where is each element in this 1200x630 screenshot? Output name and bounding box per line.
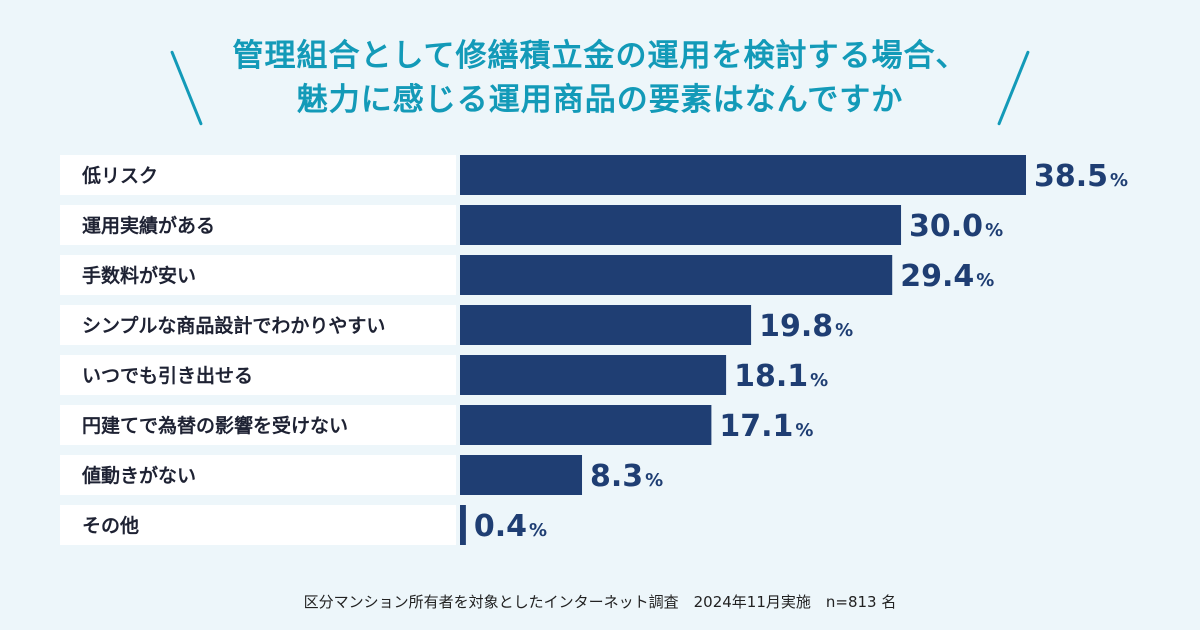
category-label-bg (60, 155, 456, 195)
category-label: いつでも引き出せる (82, 364, 253, 387)
chart-title-line-2: 魅力に感じる運用商品の要素はなんですか (296, 82, 904, 118)
value-unit: % (645, 470, 663, 491)
bar-row: 値動きがない 8.3% (60, 455, 663, 495)
category-label-bg (60, 505, 456, 545)
category-label-bg (60, 205, 456, 245)
category-label: 運用実績がある (82, 214, 215, 237)
value-number: 8.3 (590, 459, 643, 494)
category-label: 低リスク (81, 164, 158, 187)
category-label-bg (60, 455, 456, 495)
value-unit: % (810, 370, 828, 391)
value-number: 17.1 (719, 409, 793, 444)
value-unit: % (976, 270, 994, 291)
bar (460, 205, 902, 245)
value-number: 19.8 (759, 309, 833, 344)
category-label: 円建てで為替の影響を受けない (82, 414, 348, 437)
bar-row: 円建てで為替の影響を受けない 17.1% (60, 405, 813, 445)
bar-row: 運用実績がある 30.0% (60, 205, 1003, 245)
bar (460, 455, 583, 495)
value-number: 18.1 (734, 359, 808, 394)
bar (460, 155, 1026, 195)
bar (460, 305, 752, 345)
value-label: 30.0% (909, 209, 1003, 244)
bar (460, 505, 466, 545)
chart-title-line-1: 管理組合として修繕積立金の運用を検討する場合、 (232, 38, 968, 74)
value-unit: % (529, 520, 547, 541)
category-label: シンプルな商品設計でわかりやすい (82, 314, 385, 337)
value-number: 30.0 (909, 209, 983, 244)
survey-footnote: 区分マンション所有者を対象としたインターネット調査 2024年11月実施 n=8… (303, 593, 897, 611)
category-label: 値動きがない (81, 464, 196, 487)
chart-title: 管理組合として修繕積立金の運用を検討する場合、 魅力に感じる運用商品の要素はなん… (0, 34, 1200, 122)
category-label-bg (60, 305, 456, 345)
value-number: 38.5 (1034, 159, 1108, 194)
category-label-bg (60, 255, 456, 295)
bar (460, 405, 712, 445)
value-unit: % (795, 420, 813, 441)
bar-row: 低リスク 38.5% (60, 155, 1128, 195)
value-unit: % (1110, 170, 1128, 191)
category-label-bg (60, 355, 456, 395)
category-label-bg (60, 405, 456, 445)
value-label: 18.1% (734, 359, 828, 394)
value-label: 29.4% (900, 259, 994, 294)
value-unit: % (835, 320, 853, 341)
bar (460, 355, 727, 395)
bar-row: 手数料が安い 29.4% (60, 255, 994, 295)
bar (460, 255, 893, 295)
value-number: 29.4 (900, 259, 974, 294)
value-unit: % (985, 220, 1003, 241)
value-label: 8.3% (590, 459, 663, 494)
value-label: 17.1% (719, 409, 813, 444)
bar-row: いつでも引き出せる 18.1% (60, 355, 828, 395)
value-number: 0.4 (474, 509, 527, 544)
category-label: 手数料が安い (82, 264, 196, 287)
category-label: その他 (82, 514, 139, 537)
value-label: 0.4% (474, 509, 547, 544)
value-label: 38.5% (1034, 159, 1128, 194)
bar-row: シンプルな商品設計でわかりやすい 19.8% (60, 305, 853, 345)
value-label: 19.8% (759, 309, 853, 344)
bar-row: その他 0.4% (60, 505, 547, 545)
